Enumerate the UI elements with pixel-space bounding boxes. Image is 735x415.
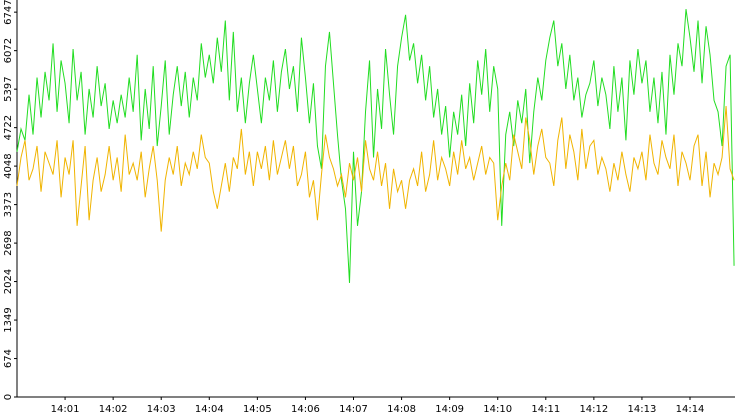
series-line bbox=[16, 106, 735, 232]
x-tick-label: 14:03 bbox=[147, 404, 176, 415]
x-tick-label: 14:13 bbox=[628, 404, 657, 415]
y-tick-label: 2698 bbox=[3, 230, 14, 255]
x-tick-label: 14:06 bbox=[291, 404, 320, 415]
y-tick-label: 0 bbox=[3, 394, 14, 400]
x-tick-label: 14:02 bbox=[99, 404, 128, 415]
x-tick-label: 14:01 bbox=[51, 404, 80, 415]
y-tick-label: 6072 bbox=[3, 38, 14, 63]
x-tick-label: 14:08 bbox=[387, 404, 416, 415]
y-tick-label: 674 bbox=[3, 349, 14, 368]
series-line bbox=[16, 9, 735, 283]
x-tick-label: 14:10 bbox=[483, 404, 512, 415]
x-tick-label: 14:12 bbox=[579, 404, 608, 415]
x-tick-label: 14:14 bbox=[676, 404, 705, 415]
x-tick-label: 14:05 bbox=[243, 404, 272, 415]
y-tick-label: 4048 bbox=[3, 153, 14, 178]
x-tick-label: 14:11 bbox=[531, 404, 560, 415]
y-tick-label: 6747 bbox=[3, 0, 14, 25]
x-tick-label: 14:04 bbox=[195, 404, 224, 415]
y-tick-label: 2024 bbox=[3, 269, 14, 294]
x-tick-label: 14:07 bbox=[339, 404, 368, 415]
y-tick-label: 1349 bbox=[3, 307, 14, 332]
x-tick-label: 14:09 bbox=[435, 404, 464, 415]
y-tick-label: 5397 bbox=[3, 76, 14, 101]
y-tick-label: 4722 bbox=[3, 115, 14, 140]
y-tick-label: 3373 bbox=[3, 192, 14, 217]
